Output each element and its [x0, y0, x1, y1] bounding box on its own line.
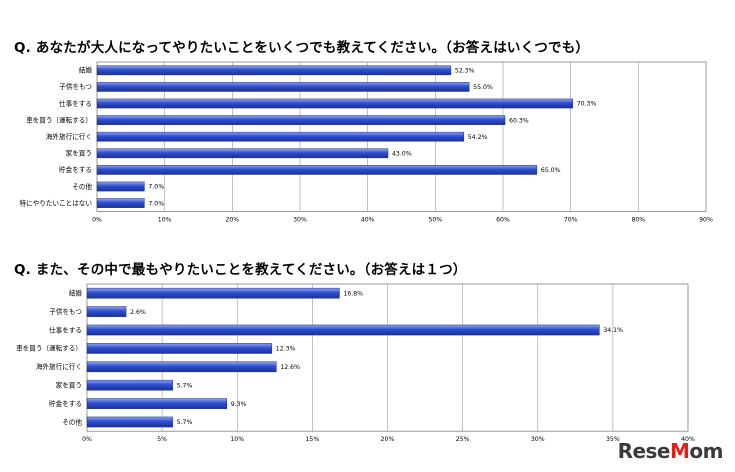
bar	[96, 148, 389, 159]
x-tick-label: 30%	[293, 216, 307, 223]
bar	[96, 131, 465, 142]
chart-2: 0% 5% 10% 15% 20% 25% 30% 35% 40% 結婚 16.8% 子供をもつ 2.6…	[16, 283, 695, 443]
value-label: 65.0%	[541, 167, 561, 174]
resemom-logo: ReseMom	[617, 439, 724, 463]
value-label: 43.0%	[392, 151, 412, 158]
bar	[86, 287, 340, 299]
x-tick-label: 30%	[531, 436, 545, 443]
category-label: 仕事をする	[59, 99, 92, 108]
bar	[96, 65, 452, 76]
value-label: 5.7%	[177, 419, 193, 426]
bar	[86, 361, 277, 373]
x-tick-label: 0%	[82, 436, 92, 443]
x-tick-label: 20%	[381, 436, 395, 443]
x-tick-label: 40%	[681, 436, 695, 443]
x-tick-label: 50%	[428, 216, 442, 223]
x-tick-label: 15%	[305, 436, 319, 443]
category-label: 結婚	[79, 66, 93, 75]
bar	[86, 324, 600, 336]
value-label: 70.3%	[577, 101, 597, 108]
value-label: 2.6%	[130, 309, 146, 316]
x-tick-label: 5%	[157, 436, 167, 443]
category-label: 車を買う（運転する）	[26, 115, 92, 124]
bar	[96, 98, 573, 109]
category-label: 貯金をする	[49, 399, 82, 408]
value-label: 7.0%	[148, 184, 164, 191]
category-label: 海外旅行に行く	[36, 362, 82, 371]
x-tick-label: 20%	[225, 216, 239, 223]
category-label: その他	[62, 417, 82, 426]
value-label: 34.1%	[603, 327, 623, 334]
category-label: 結婚	[69, 289, 83, 298]
category-label: その他	[72, 182, 92, 191]
value-label: 55.0%	[473, 84, 493, 91]
value-label: 16.8%	[343, 290, 363, 297]
bar	[96, 181, 145, 192]
category-label: 家を買う	[56, 381, 82, 390]
value-label: 9.3%	[231, 401, 247, 408]
category-label: 子供をもつ	[49, 307, 82, 316]
value-label: 7.0%	[148, 200, 164, 207]
category-label: 家を買う	[66, 149, 92, 158]
x-tick-label: 10%	[230, 436, 244, 443]
chart-1: 0% 10% 20% 30% 40% 50% 60% 70% 80% 90% 結婚 52.3% 子供をも…	[19, 61, 713, 223]
x-tick-label: 0%	[92, 216, 102, 223]
category-label: 子供をもつ	[59, 82, 92, 91]
category-label: 特にやりたいことはない	[19, 198, 92, 207]
value-label: 12.3%	[276, 346, 296, 353]
x-tick-label: 90%	[699, 216, 713, 223]
bar	[96, 165, 538, 175]
bar	[96, 115, 506, 125]
bar	[86, 343, 273, 354]
category-label: 車を買う（運転する）	[16, 344, 82, 353]
value-label: 52.3%	[455, 68, 475, 75]
bar	[96, 198, 145, 208]
x-tick-label: 80%	[631, 216, 645, 223]
question-1-title: Q. あなたが大人になってやりたいことをいくつでも教えてください。（お答えはいく…	[14, 40, 590, 56]
value-label: 5.7%	[177, 382, 193, 389]
bar	[86, 306, 127, 317]
bar	[86, 379, 173, 391]
x-tick-label: 40%	[361, 216, 375, 223]
value-label: 12.6%	[280, 364, 300, 371]
bar	[86, 398, 227, 409]
bar	[96, 82, 470, 92]
x-tick-label: 25%	[456, 436, 470, 443]
value-label: 54.2%	[468, 134, 488, 141]
value-label: 60.3%	[509, 117, 529, 124]
x-tick-label: 35%	[606, 436, 620, 443]
x-tick-label: 10%	[158, 216, 172, 223]
question-2-title: Q. また、その中で最もやりたいことを教えてください。（お答えは１つ）	[14, 262, 467, 278]
bar	[86, 416, 173, 428]
x-tick-label: 70%	[564, 216, 578, 223]
x-tick-label: 60%	[496, 216, 510, 223]
category-label: 仕事をする	[49, 325, 82, 334]
category-label: 貯金をする	[59, 165, 92, 174]
category-label: 海外旅行に行く	[46, 132, 92, 141]
